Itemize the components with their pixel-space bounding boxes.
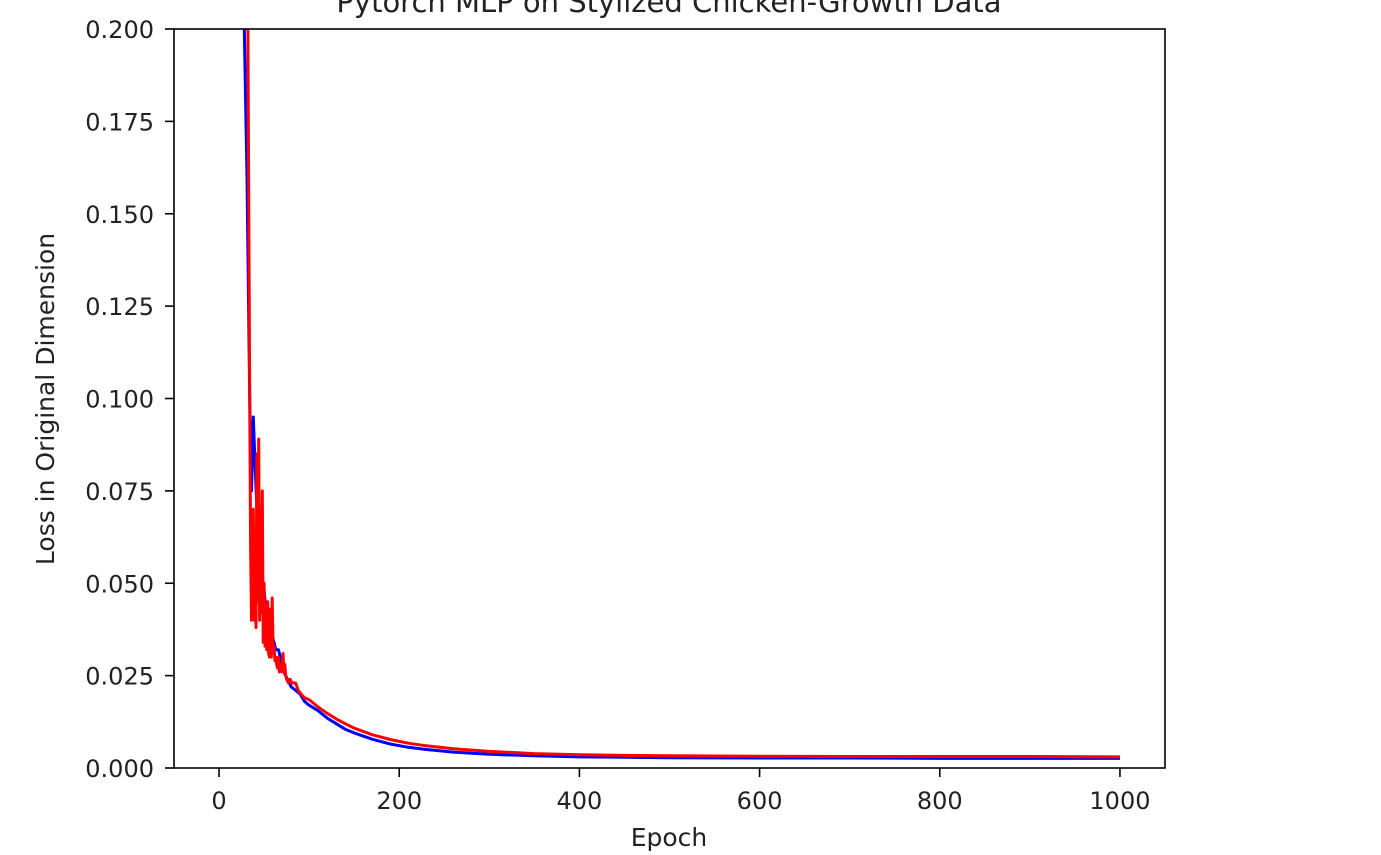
y-tick-label: 0.000 — [85, 755, 154, 783]
series-line-2 — [246, 29, 1121, 759]
y-tick-label: 0.125 — [85, 293, 154, 321]
axes-frame — [173, 28, 1166, 769]
x-tick-label: 400 — [557, 787, 603, 815]
y-tick-label: 0.100 — [85, 386, 154, 414]
x-axis-ticks: 0 200 400 600 800 1000 — [211, 768, 1150, 815]
x-tick-label: 600 — [737, 787, 783, 815]
x-axis-label: Epoch — [631, 823, 708, 852]
x-tick-label: 1000 — [1089, 787, 1150, 815]
plot-lines — [242, 29, 1121, 760]
y-axis-ticks: 0.000 0.025 0.050 0.075 0.100 0.125 0.150 0.175… — [85, 16, 174, 783]
y-tick-label: 0.075 — [85, 478, 154, 506]
x-tick-label: 0 — [211, 787, 226, 815]
y-tick-label: 0.025 — [85, 663, 154, 691]
chart-title: Pytorch MLP on Stylized Chicken-Growth D… — [336, 0, 1001, 19]
y-tick-label: 0.150 — [85, 201, 154, 229]
y-tick-label: 0.050 — [85, 570, 154, 598]
y-tick-label: 0.200 — [85, 16, 154, 44]
y-axis-label: Loss in Original Dimension — [31, 233, 60, 565]
series-line-1 — [242, 29, 1120, 760]
y-tick-label: 0.175 — [85, 108, 154, 136]
x-tick-label: 200 — [376, 787, 422, 815]
x-tick-label: 800 — [917, 787, 963, 815]
